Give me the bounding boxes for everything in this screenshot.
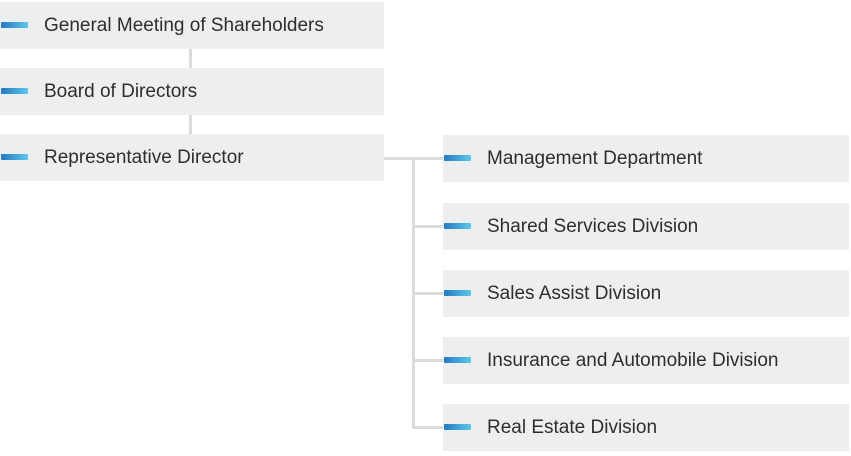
dash-bullet-icon <box>444 357 471 363</box>
node-label: Shared Services Division <box>487 216 699 237</box>
connector-shareholders-board <box>189 49 192 68</box>
node-label: General Meeting of Shareholders <box>44 15 324 36</box>
connector-stub-sales-assist <box>412 292 443 295</box>
node-label: Board of Directors <box>44 81 198 102</box>
node-label: Insurance and Automobile Division <box>487 350 779 371</box>
connector-stub-shared-services <box>412 225 443 228</box>
dash-bullet-icon <box>444 424 471 430</box>
dash-bullet-icon <box>444 290 471 296</box>
dash-bullet-icon <box>1 22 28 28</box>
dash-bullet-icon <box>444 155 471 161</box>
connector-board-representative <box>189 115 192 134</box>
node-label: Representative Director <box>44 147 244 168</box>
node-shared-services-division: Shared Services Division <box>443 203 849 250</box>
node-real-estate-division: Real Estate Division <box>443 404 849 451</box>
node-general-meeting-of-shareholders: General Meeting of Shareholders <box>0 2 384 49</box>
node-representative-director: Representative Director <box>0 134 384 181</box>
node-sales-assist-division: Sales Assist Division <box>443 270 849 317</box>
node-label: Management Department <box>487 148 703 169</box>
node-board-of-directors: Board of Directors <box>0 68 384 115</box>
node-insurance-and-automobile-division: Insurance and Automobile Division <box>443 337 849 384</box>
node-label: Sales Assist Division <box>487 283 662 304</box>
dash-bullet-icon <box>1 88 28 94</box>
connector-stub-insurance-auto <box>412 359 443 362</box>
node-management-department: Management Department <box>443 135 849 182</box>
dash-bullet-icon <box>444 223 471 229</box>
node-label: Real Estate Division <box>487 417 658 438</box>
connector-stub-real-estate <box>412 426 443 429</box>
dash-bullet-icon <box>1 154 28 160</box>
